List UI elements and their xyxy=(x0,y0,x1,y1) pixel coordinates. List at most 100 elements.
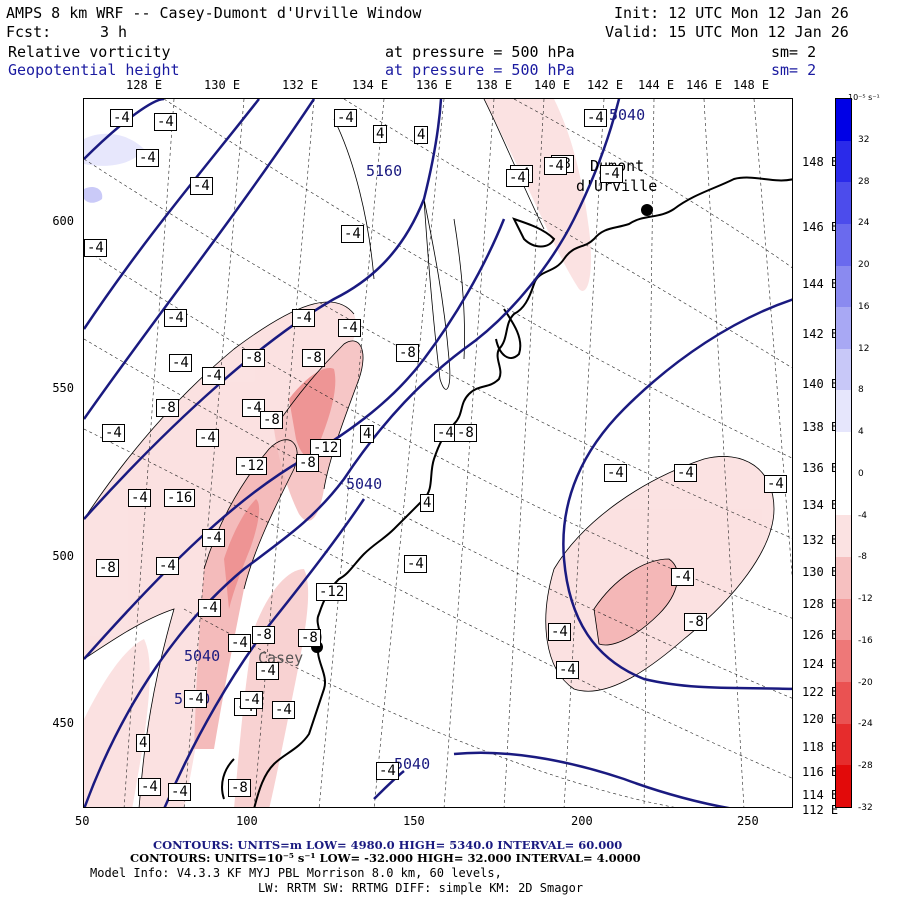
height-contour-label: 5040 xyxy=(184,647,221,665)
vorticity-contour-label: -4 xyxy=(156,557,179,575)
colorbar xyxy=(835,98,852,808)
vorticity-contours xyxy=(84,99,775,807)
colorbar-swatch xyxy=(836,348,851,391)
forecast-label: Fcst: xyxy=(6,23,52,41)
vorticity-contour-label: -4 xyxy=(764,475,787,493)
top-lon-label: 128 E xyxy=(126,78,163,92)
vorticity-contour-label: -8 xyxy=(454,424,477,442)
vorticity-contour-label: -8 xyxy=(242,349,265,367)
field2-smoothing: sm= 2 xyxy=(771,61,817,79)
footer-physics-info: LW: RRTM SW: RRTMG DIFF: simple KM: 2D S… xyxy=(258,881,584,895)
vorticity-contour-label: -4 xyxy=(128,489,151,507)
vorticity-band-west-max xyxy=(224,499,260,609)
colorbar-tick-label: -20 xyxy=(858,677,873,688)
right-lon-label: 122 E xyxy=(802,685,839,699)
vorticity-band-south xyxy=(234,569,309,807)
vorticity-contour-label: -4 xyxy=(292,309,315,327)
top-lon-label: 144 E xyxy=(638,78,675,92)
right-lon-label: 142 E xyxy=(802,327,839,341)
vorticity-contour-label: -4 xyxy=(84,239,107,257)
top-lon-label: 148 E xyxy=(733,78,770,92)
colorbar-unit: 10⁻⁵ s⁻¹ xyxy=(848,93,880,102)
vorticity-contour-label: -12 xyxy=(236,457,268,475)
vorticity-contour-label: -4 xyxy=(338,319,361,337)
vorticity-band-central-max xyxy=(289,368,336,457)
vorticity-band-west-core xyxy=(194,439,298,749)
colorbar-tick-label: 4 xyxy=(858,427,864,438)
vorticity-contour-label: -4 xyxy=(202,367,225,385)
vorticity-contour-label: -8 xyxy=(96,559,119,577)
valid-time: Valid: 15 UTC Mon 12 Jan 26 xyxy=(605,23,849,41)
vorticity-contour-label: -8 xyxy=(298,629,321,647)
right-lon-label: 146 E xyxy=(802,220,839,234)
height-contour-label: 5040 xyxy=(346,475,383,493)
vorticity-contour-label: -4 xyxy=(184,690,207,708)
right-lon-label: 132 E xyxy=(802,533,839,547)
height-contour xyxy=(84,99,621,807)
vorticity-contour-label: -8 xyxy=(252,626,275,644)
init-time: Init: 12 UTC Mon 12 Jan 26 xyxy=(614,4,849,22)
vorticity-contour-label: -4 xyxy=(506,169,529,187)
colorbar-swatch xyxy=(836,140,851,183)
colorbar-swatch xyxy=(836,390,851,433)
vorticity-contour-label: 4 xyxy=(136,734,151,752)
top-lon-label: 130 E xyxy=(204,78,241,92)
vorticity-contour-label: -4 xyxy=(240,691,263,709)
height-contour-label: 5160 xyxy=(366,162,403,180)
station-marker-dumont xyxy=(641,204,653,216)
vorticity-shading xyxy=(84,99,774,807)
vorticity-contour-label: -4 xyxy=(196,429,219,447)
vorticity-contour-label: 4 xyxy=(360,425,375,443)
top-lon-label: 132 E xyxy=(282,78,319,92)
field2-name: Geopotential height xyxy=(8,61,180,79)
footer-height-contour-info: CONTOURS: UNITS=m LOW= 4980.0 HIGH= 5340… xyxy=(153,838,623,852)
vorticity-contour-label: -4 xyxy=(604,464,627,482)
vorticity-contour-label: -8 xyxy=(156,399,179,417)
colorbar-tick-label: -28 xyxy=(858,761,873,772)
colorbar-swatch xyxy=(836,265,851,308)
colorbar-tick-label: 20 xyxy=(858,260,870,271)
height-contour xyxy=(163,498,366,807)
field1-level: at pressure = 500 hPa xyxy=(385,43,575,61)
y-tick-label: 550 xyxy=(52,381,74,395)
height-contour xyxy=(84,99,443,520)
vorticity-contour-label: -8 xyxy=(228,779,251,797)
colorbar-tick-label: -32 xyxy=(858,803,873,813)
vorticity-contour-label: -4 xyxy=(102,424,125,442)
top-lon-label: 142 E xyxy=(587,78,624,92)
colorbar-swatch xyxy=(836,598,851,641)
vorticity-contour-label: -4 xyxy=(334,109,357,127)
vorticity-contour-label: -4 xyxy=(341,225,364,243)
height-contour-label: 5040 xyxy=(609,106,646,124)
vorticity-contour-label: -4 xyxy=(548,623,571,641)
height-contour xyxy=(453,751,730,807)
vorticity-contour-label: -4 xyxy=(600,165,623,183)
height-contour-label: 5040 xyxy=(394,755,431,773)
colorbar-swatch xyxy=(836,99,851,141)
right-lon-label: 140 E xyxy=(802,377,839,391)
right-lon-label: 126 E xyxy=(802,628,839,642)
right-lon-label: 112 E xyxy=(802,803,839,817)
field2-level: at pressure = 500 hPa xyxy=(385,61,575,79)
right-lon-label: 148 E xyxy=(802,155,839,169)
field1-smoothing: sm= 2 xyxy=(771,43,817,61)
right-lon-label: 130 E xyxy=(802,565,839,579)
footer-vorticity-contour-info: CONTOURS: UNITS=10⁻⁵ s⁻¹ LOW= -32.000 HI… xyxy=(130,851,641,865)
colorbar-tick-label: 32 xyxy=(858,134,870,145)
footer-model-info: Model Info: V4.3.3 KF MYJ PBL Morrison 8… xyxy=(90,866,502,880)
right-lon-label: 138 E xyxy=(802,420,839,434)
vorticity-contour-label: -4 xyxy=(671,568,694,586)
x-tick-label: 100 xyxy=(236,814,258,828)
colorbar-swatch xyxy=(836,640,851,682)
top-lon-label: 134 E xyxy=(352,78,389,92)
colorbar-tick-label: 8 xyxy=(858,385,864,396)
colorbar-swatch xyxy=(836,515,851,558)
colorbar-swatch xyxy=(836,557,851,599)
top-lon-label: 146 E xyxy=(686,78,723,92)
vorticity-contour-label: -4 xyxy=(404,555,427,573)
y-tick-label: 450 xyxy=(52,716,74,730)
vorticity-contour-label: -4 xyxy=(154,113,177,131)
height-contour xyxy=(84,99,316,420)
vorticity-contour-label: -8 xyxy=(260,411,283,429)
colorbar-tick-label: -8 xyxy=(858,552,867,563)
